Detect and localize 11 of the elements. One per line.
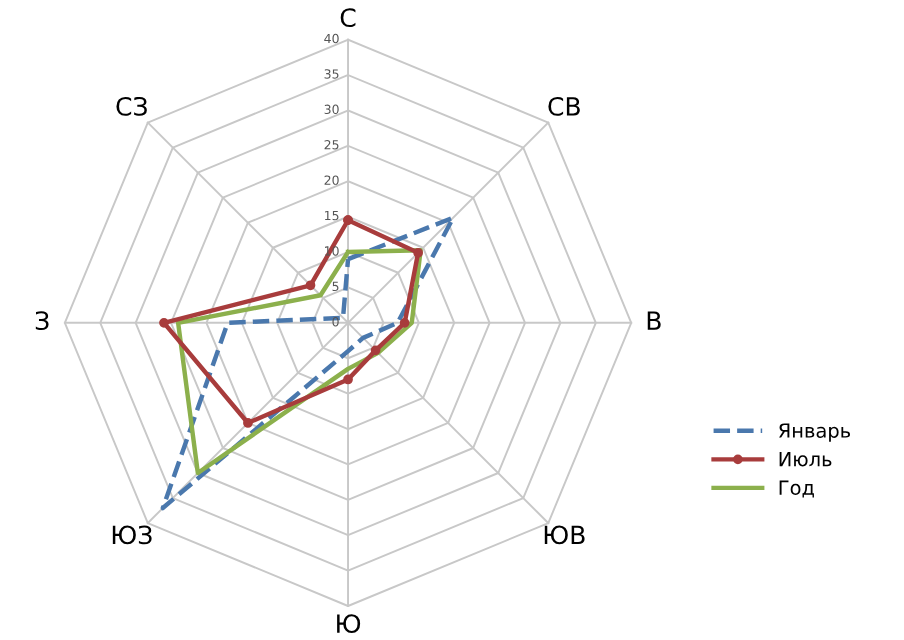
spoke-label: В (647, 311, 661, 330)
spoke-label: З (35, 311, 49, 331)
spoke-label: Ю (337, 614, 361, 634)
legend-label: Июль (779, 451, 832, 467)
spoke-label: С (340, 8, 356, 28)
legend-label: Январь (779, 423, 850, 442)
spoke-label: СВ (548, 96, 580, 116)
spoke-label: ЮЗ (112, 525, 152, 545)
spoke-label: ЮВ (544, 525, 585, 545)
spoke-label: СЗ (116, 96, 147, 116)
legend-label: Год (779, 480, 814, 498)
